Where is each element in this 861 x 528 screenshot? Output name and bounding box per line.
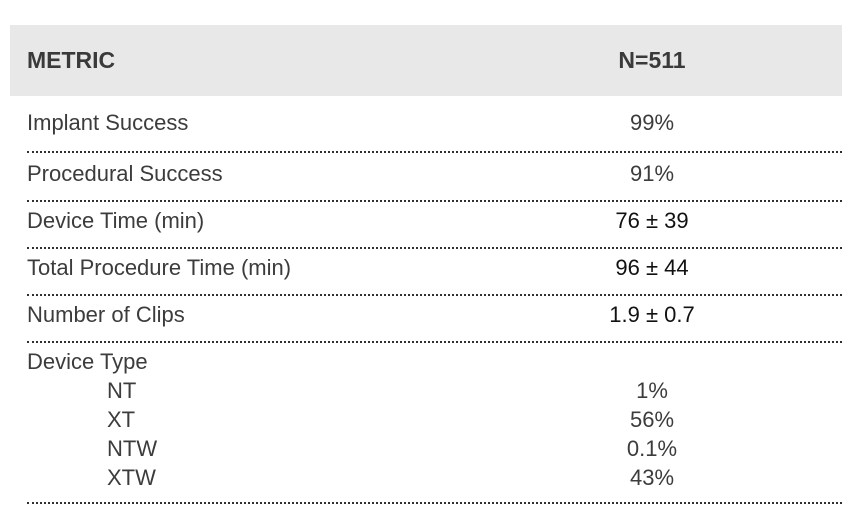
device-type-label: Device Type	[27, 349, 148, 374]
row-value: 91%	[629, 161, 675, 186]
device-type-item-value: 56%	[629, 407, 675, 432]
row-label: Implant Success	[27, 110, 189, 135]
results-table: METRIC N=511 Implant Success 99% Procedu…	[10, 25, 842, 504]
row-label: Device Time (min)	[27, 208, 205, 233]
device-type-item-label: NTW	[107, 436, 158, 461]
table-row: Device Time (min) 76 ± 39	[27, 202, 842, 249]
table-header: METRIC N=511	[10, 25, 842, 96]
device-type-item-value: 43%	[629, 465, 675, 490]
row-label: Number of Clips	[27, 302, 185, 327]
row-value: 99%	[629, 110, 675, 135]
row-value: 1.9 ± 0.7	[609, 302, 695, 327]
header-metric: METRIC	[27, 47, 116, 73]
device-type-item-label: XTW	[107, 465, 156, 490]
table-row: Total Procedure Time (min) 96 ± 44	[27, 249, 842, 296]
device-type-item-label: NT	[107, 378, 137, 403]
header-value: N=511	[618, 47, 686, 73]
row-value: 76 ± 39	[615, 208, 689, 233]
table-row: Procedural Success 91%	[27, 153, 842, 202]
device-type-item-label: XT	[107, 407, 136, 432]
row-label: Procedural Success	[27, 161, 223, 186]
device-type-item-value: 0.1%	[626, 436, 678, 461]
row-value: 96 ± 44	[615, 255, 689, 280]
row-label: Total Procedure Time (min)	[27, 255, 292, 280]
table-row: Number of Clips 1.9 ± 0.7	[27, 296, 842, 343]
device-type-row: Device Type NT 1% XT 56% NTW 0.1% XTW 43…	[27, 343, 842, 504]
table-row: Implant Success 99%	[27, 96, 842, 153]
device-type-item-value: 1%	[636, 378, 668, 403]
